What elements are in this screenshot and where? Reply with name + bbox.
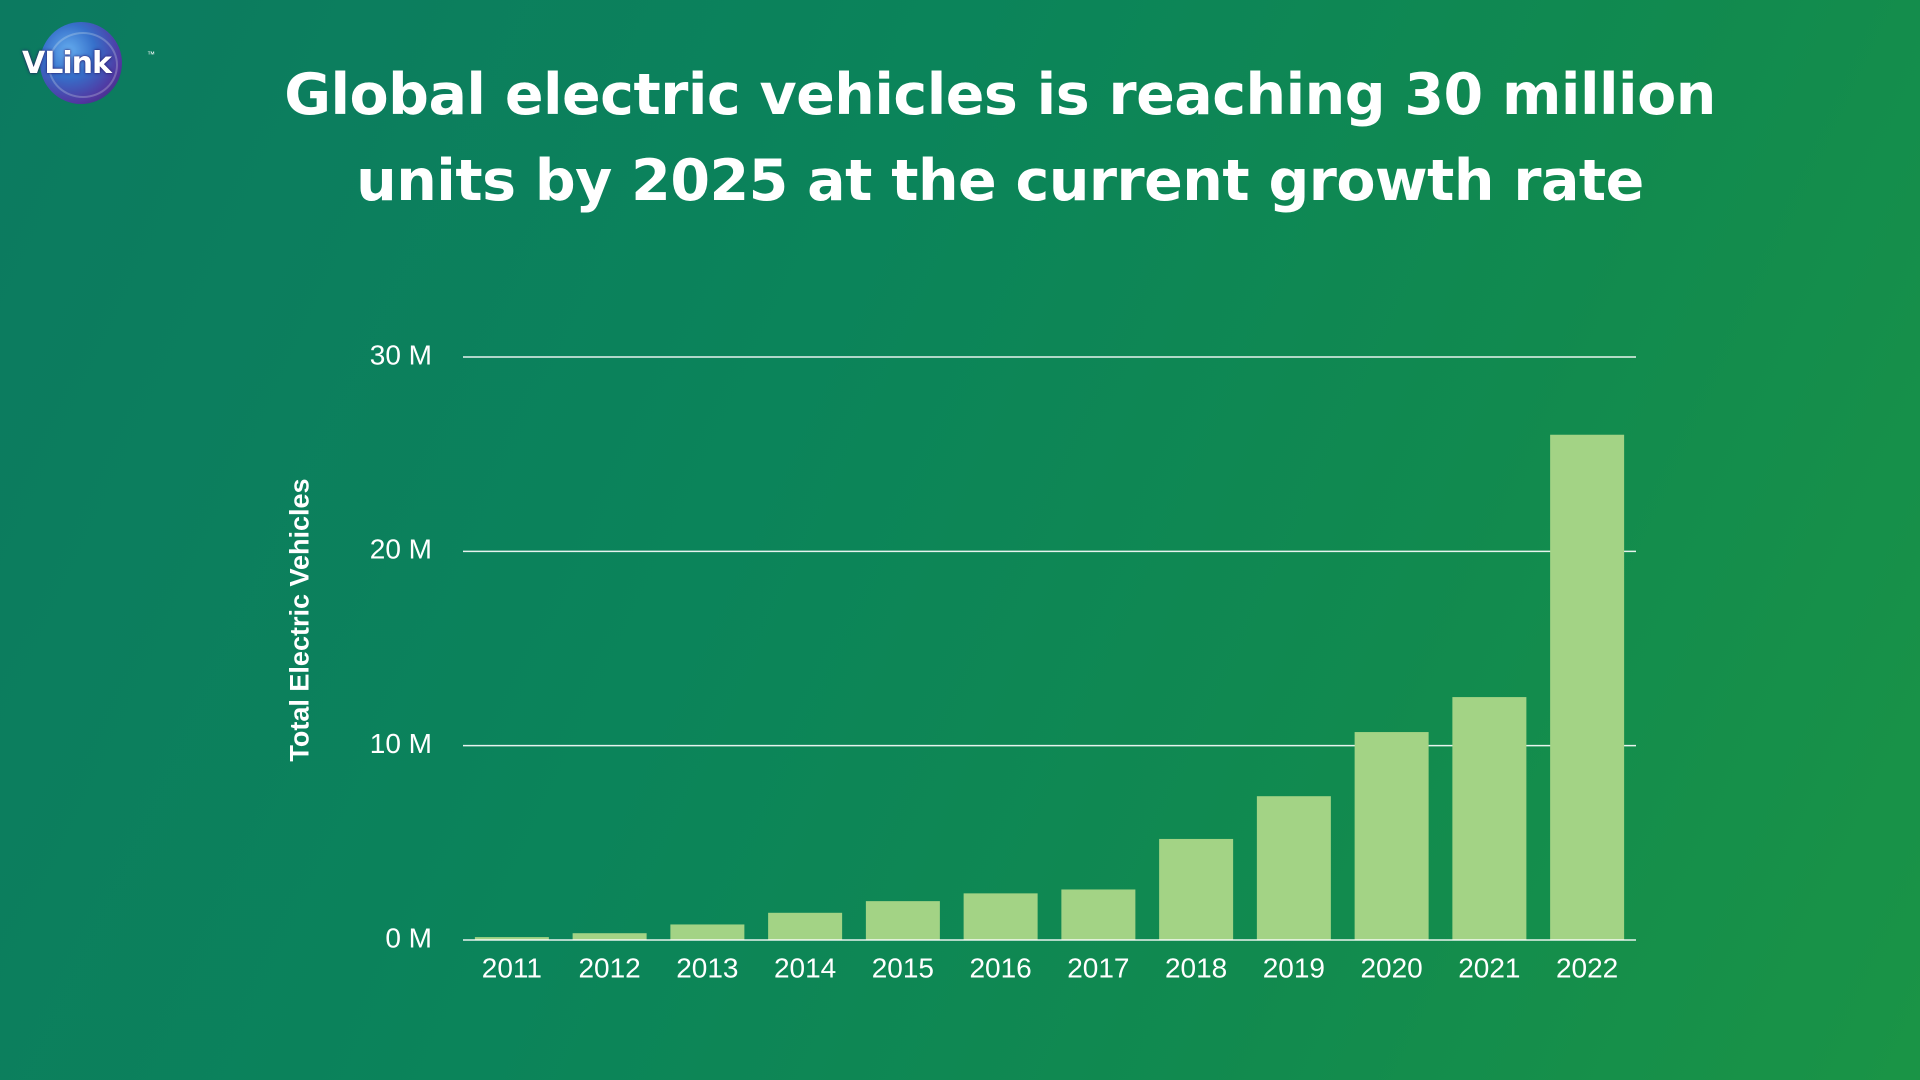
y-tick-label-30: 30 M <box>370 339 432 370</box>
x-tick-label-2021: 2021 <box>1458 952 1520 983</box>
bars <box>474 434 1625 940</box>
logo-text: VLink <box>22 46 112 81</box>
bar-2017 <box>1061 889 1136 940</box>
bar-2022 <box>1550 434 1625 940</box>
bar-2014 <box>768 912 843 940</box>
bar-2013 <box>670 924 745 940</box>
chart-title: Global electric vehicles is reaching 30 … <box>260 52 1740 224</box>
logo-trademark: ™ <box>147 50 155 59</box>
bar-2011 <box>474 937 549 940</box>
vlink-logo: VLink ™ <box>20 20 155 106</box>
y-tick-label-20: 20 M <box>370 534 432 565</box>
bar-2016 <box>963 893 1038 940</box>
x-tick-label-2017: 2017 <box>1067 952 1129 983</box>
x-tick-label-2020: 2020 <box>1360 952 1422 983</box>
bar-2015 <box>865 901 940 940</box>
x-tick-label-2016: 2016 <box>969 952 1031 983</box>
globe-icon <box>40 22 122 104</box>
bar-2012 <box>572 933 647 940</box>
bar-2018 <box>1159 838 1234 940</box>
x-tick-label-2015: 2015 <box>872 952 934 983</box>
y-tick-labels: 0 M 10 M 20 M 30 M <box>370 339 432 953</box>
x-tick-label-2019: 2019 <box>1263 952 1325 983</box>
x-tick-label-2013: 2013 <box>676 952 738 983</box>
x-tick-label-2014: 2014 <box>774 952 836 983</box>
x-tick-label-2012: 2012 <box>578 952 640 983</box>
x-tick-label-2018: 2018 <box>1165 952 1227 983</box>
x-tick-label-2011: 2011 <box>482 952 542 983</box>
chart-title-line-1: Global electric vehicles is reaching 30 … <box>284 62 1716 128</box>
y-tick-label-10: 10 M <box>370 728 432 759</box>
y-tick-label-0: 0 M <box>385 922 432 953</box>
chart-title-line-2: units by 2025 at the current growth rate <box>356 148 1644 214</box>
gridlines <box>463 356 1636 747</box>
bar-2019 <box>1256 796 1331 940</box>
x-tick-label-2022: 2022 <box>1556 952 1618 983</box>
bar-2021 <box>1452 697 1527 940</box>
bar-2020 <box>1354 732 1429 940</box>
x-tick-labels: 2011 2012 2013 2014 2015 2016 2017 2018 2019 2020… <box>482 952 1619 983</box>
